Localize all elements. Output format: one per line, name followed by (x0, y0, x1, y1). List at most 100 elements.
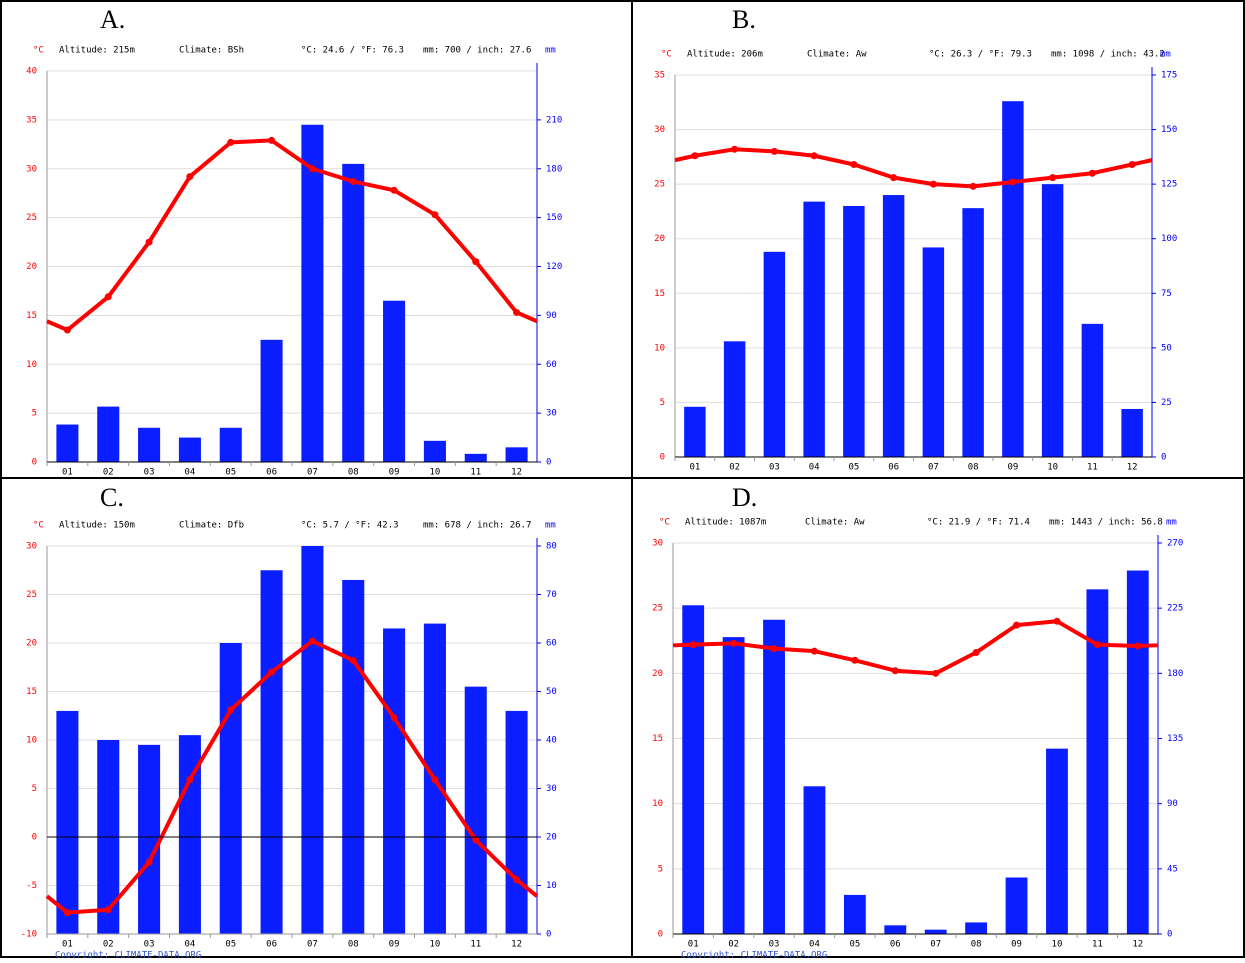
panel-label: B. (732, 5, 756, 34)
temperature-point (851, 656, 859, 664)
temperature-point (63, 326, 71, 334)
temperature-point (308, 165, 316, 173)
temperature-point (1088, 169, 1096, 177)
temperature-summary: °C: 24.6 / °F: 76.3 (301, 46, 404, 56)
y2-tick-label: 125 (1161, 180, 1177, 190)
bar (505, 447, 528, 462)
x-tick-label: 03 (769, 940, 780, 950)
y-tick-label: 25 (26, 213, 37, 223)
temperature-point (472, 836, 480, 844)
x-tick-label: 11 (1087, 463, 1098, 473)
y-tick-label: 30 (652, 539, 663, 549)
x-tick-label: 12 (1127, 463, 1138, 473)
y2-tick-label: 10 (546, 881, 557, 891)
y-tick-label: 40 (26, 67, 37, 77)
x-tick-label: 06 (890, 940, 901, 950)
y2-tick-label: 75 (1161, 289, 1172, 299)
y2-tick-label: 30 (546, 409, 557, 419)
x-tick-label: 04 (809, 463, 820, 473)
temperature-point (104, 906, 112, 914)
precipitation-summary: mm: 1443 / inch: 56.8 (1049, 518, 1163, 528)
temperature-point (929, 180, 937, 188)
climate: Climate: Dfb (179, 521, 244, 531)
copyright: Copyright: CLIMATE-DATA.ORG (55, 951, 201, 959)
y2-tick-label: 270 (1167, 539, 1183, 549)
temperature-summary: °C: 26.3 / °F: 79.3 (929, 50, 1032, 60)
y2-axis-label: mm (1160, 50, 1171, 60)
temperature-point (227, 706, 235, 714)
y-tick-label: 25 (652, 604, 663, 614)
bar (383, 300, 406, 462)
climate: Climate: BSh (179, 46, 244, 56)
x-tick-label: 01 (62, 468, 73, 478)
precipitation-summary: mm: 678 / inch: 26.7 (423, 521, 531, 531)
y2-axis-label: mm (1166, 518, 1177, 528)
temperature-point (691, 152, 699, 160)
y2-tick-label: 50 (1161, 343, 1172, 353)
y-tick-label: 15 (26, 311, 37, 321)
temperature-point (145, 238, 153, 246)
bar (178, 437, 201, 462)
bar (97, 406, 120, 462)
y-tick-label: 5 (660, 398, 665, 408)
x-tick-label: 07 (930, 940, 941, 950)
x-tick-label: 07 (928, 463, 939, 473)
bar (1081, 323, 1104, 457)
y-axis-label: °C (33, 46, 44, 56)
temperature-point (145, 858, 153, 866)
y-tick-label: 10 (26, 360, 37, 370)
bar (1041, 184, 1064, 457)
x-tick-label: 03 (769, 463, 780, 473)
bar (301, 124, 324, 462)
temperature-point (730, 639, 738, 647)
bar (219, 427, 242, 462)
bar (260, 570, 283, 934)
y2-tick-label: 210 (546, 115, 562, 125)
temperature-point (1093, 641, 1101, 649)
y-tick-label: 0 (660, 453, 665, 463)
x-tick-label: 09 (389, 468, 400, 478)
bar (723, 341, 746, 457)
x-tick-label: 06 (888, 463, 899, 473)
temperature-line (693, 619, 1138, 676)
y-axis-label: °C (659, 518, 670, 528)
y2-tick-label: 60 (546, 360, 557, 370)
x-tick-label: 08 (971, 940, 982, 950)
y-tick-label: 15 (654, 289, 665, 299)
y-tick-label: 10 (654, 343, 665, 353)
bar (464, 686, 487, 934)
x-tick-label: 11 (1092, 940, 1103, 950)
y-tick-label: 25 (26, 590, 37, 600)
bar (138, 744, 161, 934)
temperature-point (810, 647, 818, 655)
temperature-point (349, 177, 357, 185)
temperature-point (513, 876, 521, 884)
climate: Climate: Aw (807, 50, 867, 60)
x-tick-label: 03 (144, 468, 155, 478)
y-tick-label: -5 (26, 881, 37, 891)
temperature-point (390, 186, 398, 194)
x-tick-label: 10 (1052, 940, 1063, 950)
y2-tick-label: 180 (1167, 669, 1183, 679)
y-tick-label: 20 (26, 262, 37, 272)
temperature-point (972, 648, 980, 656)
y2-tick-label: 135 (1167, 734, 1183, 744)
y2-tick-label: 60 (546, 639, 557, 649)
temperature-point (810, 152, 818, 160)
temperature-point (186, 173, 194, 181)
x-tick-label: 12 (511, 468, 522, 478)
y2-tick-label: 180 (546, 164, 562, 174)
bar (882, 195, 905, 458)
panel-label: C. (100, 483, 124, 512)
temperature-line (67, 639, 518, 915)
x-tick-label: 06 (266, 940, 277, 950)
x-tick-label: 12 (1132, 940, 1143, 950)
bar (684, 406, 706, 457)
y2-tick-label: 30 (546, 784, 557, 794)
bar (178, 735, 201, 934)
y2-tick-label: 0 (1167, 930, 1172, 940)
panel-label: A. (100, 5, 125, 34)
y-tick-label: 5 (658, 864, 663, 874)
y-tick-label: 20 (26, 639, 37, 649)
y-tick-label: 0 (32, 833, 37, 843)
